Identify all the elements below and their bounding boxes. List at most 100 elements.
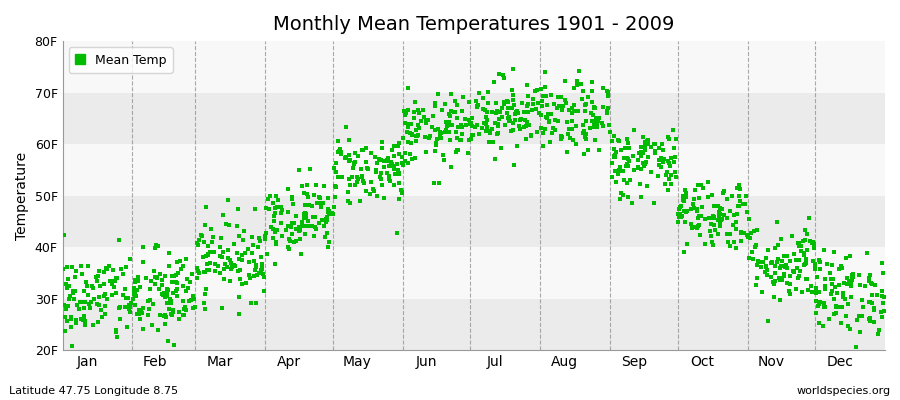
Point	[663, 155, 678, 161]
Point	[246, 242, 260, 249]
Point	[544, 92, 558, 98]
Point	[767, 294, 781, 300]
Point	[449, 135, 464, 141]
Point	[541, 111, 555, 117]
Point	[270, 204, 284, 210]
Point	[293, 227, 308, 234]
Point	[97, 303, 112, 309]
Point	[118, 304, 132, 310]
Point	[438, 129, 453, 135]
Point	[808, 266, 823, 272]
Point	[388, 171, 402, 177]
Point	[428, 127, 443, 133]
Point	[459, 122, 473, 128]
Point	[608, 146, 622, 152]
Point	[214, 254, 229, 260]
Point	[109, 329, 123, 335]
Point	[832, 266, 847, 272]
Point	[671, 214, 686, 221]
Point	[676, 196, 690, 203]
Point	[395, 162, 410, 168]
Point	[671, 206, 686, 212]
Point	[535, 103, 549, 110]
Point	[652, 156, 666, 163]
Point	[734, 238, 749, 244]
Point	[754, 259, 769, 265]
Point	[400, 128, 414, 135]
Point	[559, 100, 573, 106]
Point	[535, 98, 549, 104]
Y-axis label: Temperature: Temperature	[15, 152, 29, 240]
Point	[169, 272, 184, 278]
Point	[398, 112, 412, 118]
Point	[202, 260, 217, 266]
Point	[862, 275, 877, 281]
Point	[876, 300, 890, 306]
Point	[241, 246, 256, 252]
Point	[296, 215, 310, 221]
Point	[610, 171, 625, 177]
Point	[601, 93, 616, 99]
Point	[618, 145, 633, 152]
Point	[275, 207, 290, 214]
Point	[862, 315, 877, 322]
Point	[392, 140, 406, 146]
Point	[853, 329, 868, 335]
Point	[585, 79, 599, 86]
Point	[285, 231, 300, 237]
Point	[221, 255, 236, 262]
Point	[403, 139, 418, 146]
Point	[664, 180, 679, 187]
Point	[401, 139, 416, 146]
Point	[346, 164, 360, 171]
Point	[76, 288, 91, 294]
Point	[215, 305, 230, 311]
Point	[862, 316, 877, 322]
Point	[222, 257, 237, 264]
Point	[632, 150, 646, 156]
Point	[817, 276, 832, 283]
Point	[760, 267, 775, 274]
Point	[395, 154, 410, 160]
Point	[430, 91, 445, 97]
Point	[691, 222, 706, 228]
Bar	[62, 93, 885, 144]
Point	[783, 281, 797, 288]
Point	[463, 137, 477, 143]
Point	[199, 204, 213, 210]
Point	[657, 181, 671, 187]
Point	[127, 287, 141, 294]
Point	[374, 139, 389, 146]
Point	[255, 254, 269, 261]
Point	[667, 145, 681, 151]
Point	[732, 193, 746, 199]
Point	[468, 97, 482, 104]
Point	[570, 122, 584, 129]
Point	[808, 261, 823, 268]
Point	[621, 162, 635, 169]
Point	[456, 94, 471, 100]
Point	[463, 120, 477, 127]
Point	[600, 105, 615, 111]
Point	[789, 286, 804, 292]
Point	[818, 304, 832, 311]
Point	[809, 285, 824, 291]
Point	[501, 114, 516, 121]
Point	[638, 139, 652, 146]
Point	[358, 187, 373, 194]
Point	[357, 179, 372, 186]
Point	[569, 141, 583, 147]
Point	[299, 215, 313, 221]
Point	[829, 303, 843, 309]
Point	[673, 210, 688, 217]
Point	[285, 220, 300, 226]
Point	[792, 240, 806, 246]
Point	[274, 233, 289, 240]
Point	[585, 98, 599, 105]
Point	[751, 258, 765, 264]
Point	[551, 118, 565, 124]
Point	[317, 182, 331, 189]
Point	[706, 214, 720, 221]
Point	[310, 200, 324, 206]
Point	[216, 212, 230, 218]
